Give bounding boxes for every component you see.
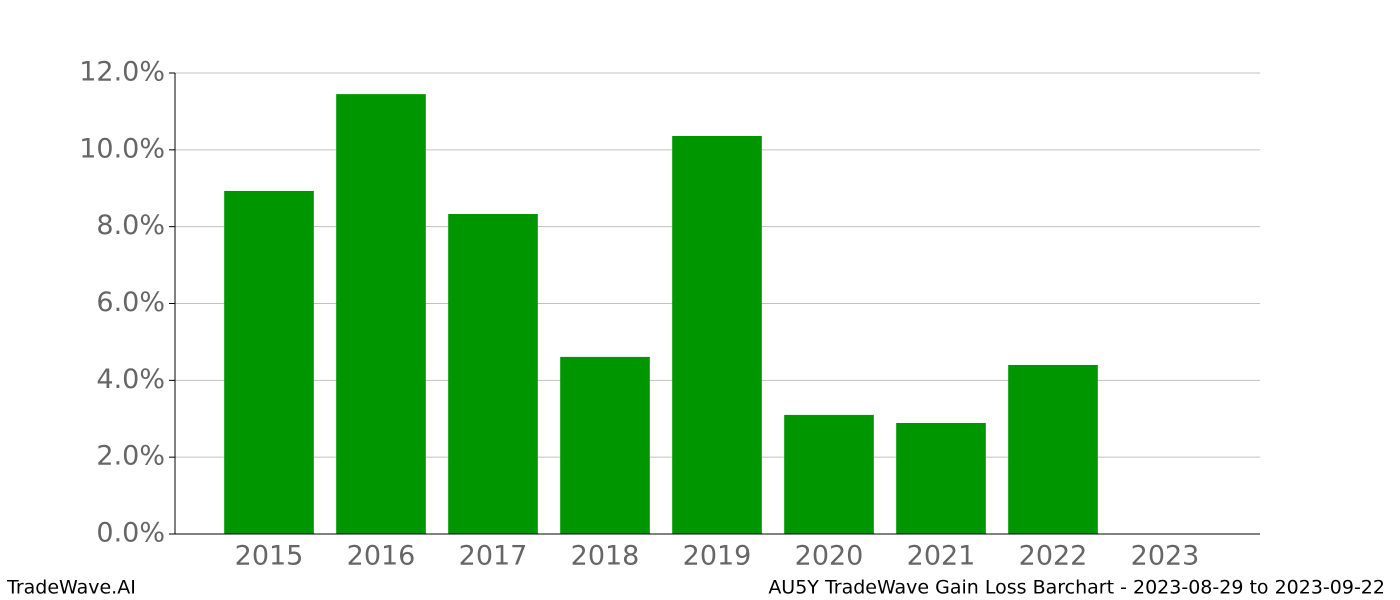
y-tick-label: 10.0% <box>79 133 165 164</box>
x-tick-label: 2022 <box>1019 541 1088 572</box>
x-tick-label: 2018 <box>571 541 640 572</box>
x-tick-label: 2017 <box>459 541 528 572</box>
bar <box>672 136 762 534</box>
bar <box>784 414 874 534</box>
y-tick-label: 6.0% <box>96 287 165 318</box>
y-tick-label: 4.0% <box>96 364 165 395</box>
y-tick-label: 12.0% <box>79 57 165 88</box>
x-tick-label: 2016 <box>347 541 416 572</box>
x-tick-label: 2021 <box>907 541 976 572</box>
bar <box>336 94 426 535</box>
y-tick-label: 8.0% <box>96 210 165 241</box>
bar <box>560 356 650 534</box>
x-tick-label: 2015 <box>235 541 304 572</box>
bar <box>448 213 538 534</box>
y-tick-label: 2.0% <box>96 441 165 472</box>
watermark: TradeWave.AI <box>6 577 136 599</box>
x-tick-label: 2019 <box>683 541 752 572</box>
bar <box>896 422 986 534</box>
bar <box>1008 364 1098 534</box>
x-tick-label: 2020 <box>795 541 864 572</box>
bar <box>224 190 314 535</box>
chart-title: AU5Y TradeWave Gain Loss Barchart - 2023… <box>768 577 1385 599</box>
x-tick-label: 2023 <box>1131 541 1200 572</box>
y-tick-label: 0.0% <box>96 518 165 549</box>
